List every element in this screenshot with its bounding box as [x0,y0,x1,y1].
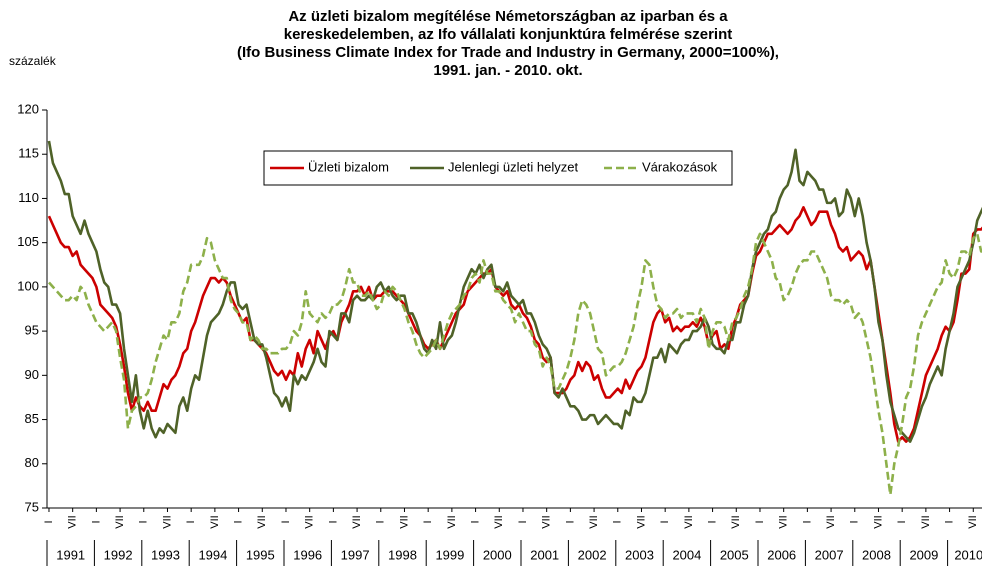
x-tick-label: VII [256,515,268,528]
year-label: 1993 [151,547,180,562]
x-tick-label: I [422,520,434,523]
y-tick-label: 90 [25,367,39,382]
x-tick-label: VII [114,515,126,528]
x-tick-label: VII [588,515,600,528]
year-label: 2005 [720,547,749,562]
series-line [47,205,982,443]
x-tick-label: I [327,520,339,523]
year-label: 2003 [625,547,654,562]
x-tick-label: VII [683,515,695,528]
year-label: 1995 [246,547,275,562]
x-tick-label: VII [493,515,505,528]
year-label: 1996 [293,547,322,562]
x-tick-label: VII [67,515,79,528]
x-tick-label: VII [920,515,932,528]
x-tick-label: VII [730,515,742,528]
y-tick-label: 120 [17,101,39,116]
year-label: 2002 [578,547,607,562]
year-label: 2004 [672,547,701,562]
year-label: 1997 [341,547,370,562]
x-tick-label: VII [161,515,173,528]
x-tick-label: VII [209,515,221,528]
legend-box [263,150,733,186]
y-tick-label: 105 [17,234,39,249]
chart-title: 1991. jan. - 2010. okt. [433,62,582,79]
chart-title: (Ifo Business Climate Index for Trade an… [237,44,779,61]
year-label: 2009 [909,547,938,562]
year-label: 2008 [862,547,891,562]
year-label: 1994 [198,547,227,562]
x-tick-label: I [138,520,150,523]
series-line [48,232,982,497]
year-label: 1999 [435,547,464,562]
legend-label: Jelenlegi üzleti helyzet [448,159,578,174]
x-tick-label: I [943,520,955,523]
y-tick-label: 110 [18,190,39,205]
year-label: 1998 [388,547,417,562]
legend-label: Üzleti bizalom [308,159,389,174]
x-tick-label: I [754,520,766,523]
x-tick-label: I [659,520,671,523]
y-tick-label: 95 [25,323,39,338]
x-tick-label: VII [635,515,647,528]
x-tick-label: I [517,520,529,523]
x-tick-label: I [849,520,861,523]
year-label: 2006 [767,547,796,562]
x-tick-label: I [896,520,908,523]
x-tick-label: I [801,520,813,523]
x-tick-label: I [564,520,576,523]
y-tick-label: 85 [25,411,39,426]
y-tick-label: 100 [17,278,39,293]
year-label: 2001 [530,547,559,562]
y-tick-label: 80 [25,455,39,470]
x-tick-label: VII [872,515,884,528]
chart-title: kereskedelemben, az Ifo vállalati konjun… [284,26,733,43]
x-tick-label: VII [398,515,410,528]
y-axis-label: százalék [9,54,57,68]
x-tick-label: VII [967,515,979,528]
x-tick-label: I [612,520,624,523]
year-label: 1991 [56,547,85,562]
x-tick-label: I [43,520,55,523]
year-label: 2010 [954,547,982,562]
series-line [47,140,982,443]
x-tick-label: VII [825,515,837,528]
x-tick-label: I [232,520,244,523]
y-tick-label: 75 [25,499,39,514]
x-tick-label: VII [351,515,363,528]
x-tick-label: VII [304,515,316,528]
x-tick-label: I [90,520,102,523]
year-label: 1992 [104,547,133,562]
chart-title: Az üzleti bizalom megítélése Németország… [288,8,728,25]
x-tick-label: I [375,520,387,523]
x-tick-label: I [469,520,481,523]
year-label: 2000 [483,547,512,562]
x-tick-label: I [280,520,292,523]
y-tick-label: 115 [18,146,39,161]
legend-label: Várakozások [642,159,718,174]
year-label: 2007 [815,547,844,562]
x-tick-label: I [706,520,718,523]
x-tick-label: VII [446,515,458,528]
x-tick-label: I [185,520,197,523]
x-tick-label: VII [778,515,790,528]
x-tick-label: VII [541,515,553,528]
